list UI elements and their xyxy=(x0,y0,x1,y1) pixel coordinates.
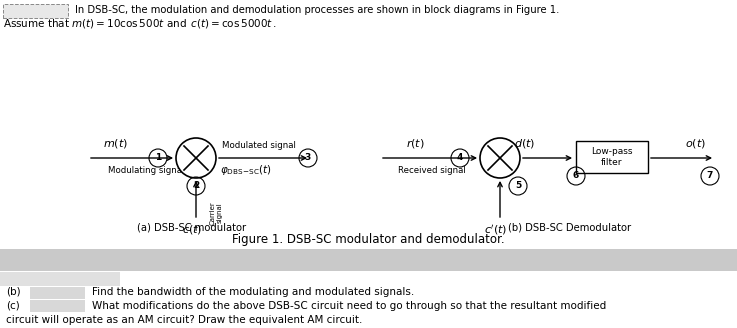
Text: In DSB-SC, the modulation and demodulation processes are shown in block diagrams: In DSB-SC, the modulation and demodulati… xyxy=(75,5,559,15)
Text: 7: 7 xyxy=(707,172,713,180)
Text: 1: 1 xyxy=(155,154,161,162)
Circle shape xyxy=(176,138,216,178)
Text: 5: 5 xyxy=(515,181,521,191)
Text: Modulating signal: Modulating signal xyxy=(108,166,184,175)
Text: Assume that $m(t) = 10\cos 500t$ and $\,c(t) = \cos 5000t\,$.: Assume that $m(t) = 10\cos 500t$ and $\,… xyxy=(3,16,277,30)
FancyBboxPatch shape xyxy=(3,4,68,18)
FancyBboxPatch shape xyxy=(30,287,85,299)
Text: 4: 4 xyxy=(457,154,463,162)
Text: Find the bandwidth of the modulating and modulated signals.: Find the bandwidth of the modulating and… xyxy=(92,287,414,297)
Text: Carrier
signal: Carrier signal xyxy=(210,201,223,225)
FancyBboxPatch shape xyxy=(30,300,85,312)
Text: (b) DSB-SC Demodulator: (b) DSB-SC Demodulator xyxy=(509,223,632,233)
Circle shape xyxy=(480,138,520,178)
Text: (b): (b) xyxy=(6,287,21,297)
FancyBboxPatch shape xyxy=(0,272,120,286)
Text: Low-pass
filter: Low-pass filter xyxy=(591,147,633,167)
Text: Figure 1. DSB-SC modulator and demodulator.: Figure 1. DSB-SC modulator and demodulat… xyxy=(231,234,504,247)
FancyBboxPatch shape xyxy=(576,141,648,173)
Text: circuit will operate as an AM circuit? Draw the equivalent AM circuit.: circuit will operate as an AM circuit? D… xyxy=(6,315,363,325)
Text: $r(t)$: $r(t)$ xyxy=(405,137,425,150)
Text: $m(t)$: $m(t)$ xyxy=(102,137,128,150)
Text: What modifications do the above DSB-SC circuit need to go through so that the re: What modifications do the above DSB-SC c… xyxy=(92,301,607,311)
Text: $\varphi_{\rm DBS\!-\!SC}(t)$: $\varphi_{\rm DBS\!-\!SC}(t)$ xyxy=(220,163,272,177)
Text: $c(t)$: $c(t)$ xyxy=(182,223,202,236)
Text: Received signal: Received signal xyxy=(398,166,466,175)
Text: (c): (c) xyxy=(6,301,20,311)
Text: $d(t)$: $d(t)$ xyxy=(514,137,536,150)
Text: Modulated signal: Modulated signal xyxy=(222,141,296,150)
Text: 6: 6 xyxy=(573,172,579,180)
Text: 3: 3 xyxy=(305,154,311,162)
Text: $c'(t)$: $c'(t)$ xyxy=(484,223,508,237)
Text: 2: 2 xyxy=(193,181,199,191)
Text: (a) DSB-SC modulator: (a) DSB-SC modulator xyxy=(137,223,247,233)
Text: $o(t)$: $o(t)$ xyxy=(685,137,705,150)
FancyBboxPatch shape xyxy=(0,249,737,271)
